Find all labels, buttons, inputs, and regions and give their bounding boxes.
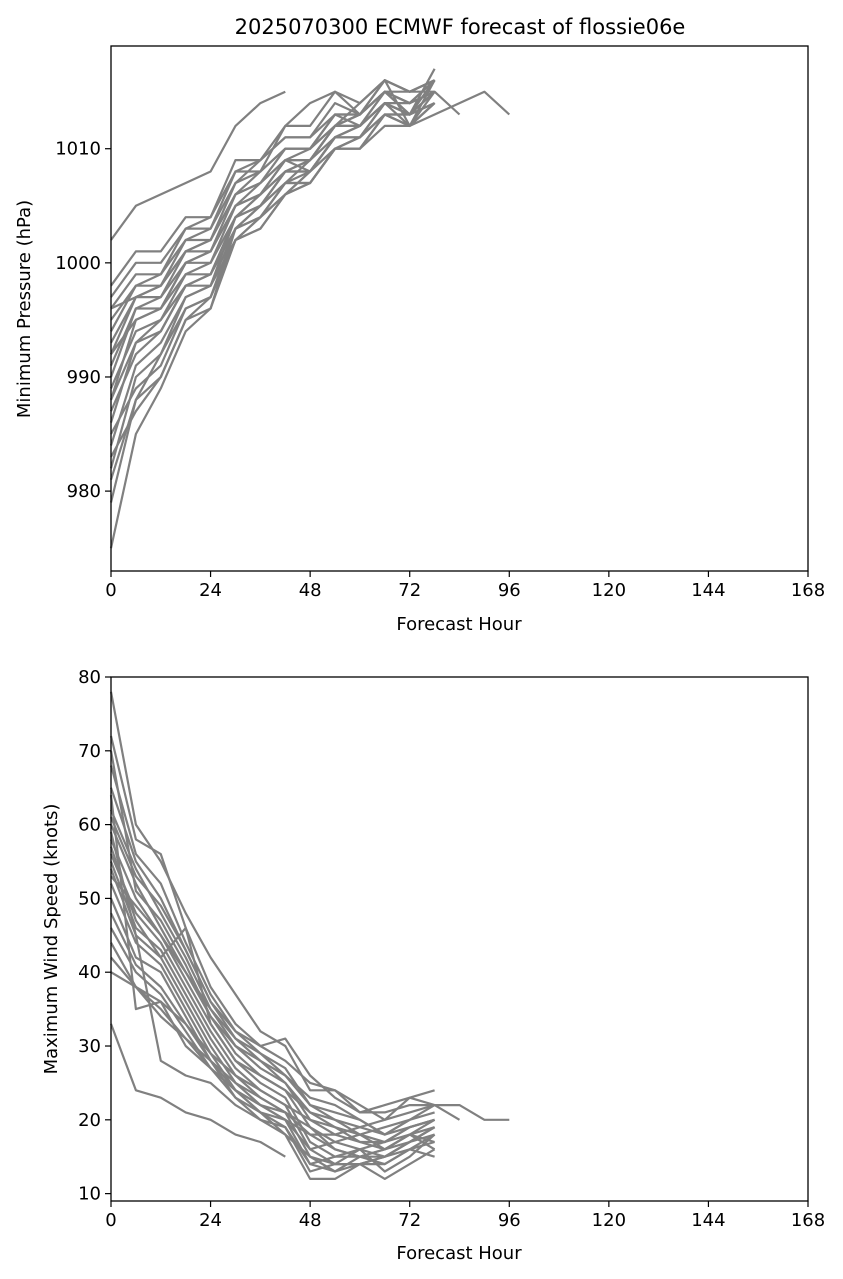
pressure-chart: 0 24 48 72 96 120 144 168 980 990 1000 1010 Foreca…	[14, 45, 825, 635]
pressure-x-tick-label-5: 120	[592, 580, 626, 601]
pressure-x-tick-label-6: 144	[691, 580, 725, 601]
wind-series-line-24	[109, 816, 411, 1136]
pressure-x-axis-label: Forecast Hour	[396, 614, 522, 635]
wind-series-line-14	[110, 912, 436, 1166]
pressure-x-tick-label-4: 96	[498, 580, 521, 601]
pressure-series-line-19	[110, 90, 436, 435]
pressure-x-tick-label-3: 72	[398, 580, 421, 601]
pressure-series-line-22	[110, 90, 436, 310]
wind-x-tick-label-5: 120	[592, 1210, 626, 1231]
wind-series-line-4	[109, 765, 435, 1121]
pressure-x-tick-label-7: 168	[791, 580, 825, 601]
pressure-plot-frame	[110, 45, 809, 572]
pressure-y-tick-label-3: 1010	[55, 139, 101, 160]
wind-series-line-17	[110, 956, 435, 1144]
wind-y-tick-label-5: 60	[78, 815, 101, 836]
wind-x-tick-label-1: 24	[199, 1210, 222, 1231]
wind-y-ticks: 10 20 30 40 50 60 70 80	[78, 667, 111, 1205]
pressure-series-line-24	[109, 102, 436, 401]
pressure-series-group	[109, 68, 511, 549]
pressure-y-ticks: 980 990 1000 1010	[55, 139, 111, 502]
wind-y-tick-label-1: 20	[78, 1110, 101, 1131]
pressure-series-line-23	[110, 90, 436, 355]
pressure-x-ticks: 0 24 48 72 96 120 144 168	[105, 571, 825, 601]
pressure-y-axis-label: Minimum Pressure (hPa)	[14, 200, 35, 418]
pressure-series-line-14	[110, 79, 436, 321]
wind-x-axis-label: Forecast Hour	[396, 1243, 522, 1264]
pressure-x-tick-label-0: 0	[105, 580, 116, 601]
wind-series-line-6	[109, 809, 435, 1144]
wind-x-tick-label-6: 144	[691, 1210, 725, 1231]
wind-chart: 0 24 48 72 96 120 144 168 10 20 30 40 50 60 70 80 Fore…	[41, 667, 825, 1264]
wind-x-tick-label-3: 72	[398, 1210, 421, 1231]
pressure-x-tick-label-1: 24	[199, 580, 222, 601]
wind-x-tick-label-2: 48	[299, 1210, 322, 1231]
wind-series-group	[109, 691, 510, 1181]
chart-title: 2025070300 ECMWF forecast of flossie06e	[235, 15, 686, 39]
wind-series-line-12	[109, 883, 436, 1173]
wind-series-line-21	[109, 846, 435, 1151]
pressure-y-tick-label-0: 980	[67, 481, 101, 502]
wind-series-line-18	[110, 971, 435, 1158]
wind-x-tick-label-7: 168	[791, 1210, 825, 1231]
pressure-y-tick-label-2: 1000	[55, 253, 101, 274]
wind-series-line-3	[109, 735, 461, 1121]
pressure-series-line-12	[109, 102, 436, 549]
wind-y-tick-label-4: 50	[78, 888, 101, 909]
pressure-x-tick-label-2: 48	[299, 580, 322, 601]
wind-series-line-2	[109, 691, 510, 1121]
wind-y-axis-label: Maximum Wind Speed (knots)	[41, 804, 62, 1075]
wind-y-tick-label-7: 80	[78, 667, 101, 688]
pressure-y-tick-label-1: 990	[67, 367, 101, 388]
wind-y-tick-label-0: 10	[78, 1184, 101, 1205]
pressure-series-line-3	[110, 90, 461, 310]
pressure-series-line-1	[110, 90, 286, 241]
wind-plot-frame	[110, 676, 809, 1202]
wind-x-ticks: 0 24 48 72 96 120 144 168	[105, 1201, 825, 1231]
wind-series-line-1	[109, 1023, 286, 1158]
wind-series-line-15	[110, 927, 435, 1151]
wind-series-line-20	[109, 831, 436, 1181]
wind-x-tick-label-4: 96	[498, 1210, 521, 1231]
wind-series-line-16	[110, 942, 435, 1136]
wind-y-tick-label-6: 70	[78, 741, 101, 762]
wind-x-tick-label-0: 0	[105, 1210, 116, 1231]
wind-y-tick-label-2: 30	[78, 1036, 101, 1057]
pressure-series-line-2	[110, 79, 511, 287]
wind-series-line-19	[109, 794, 435, 1166]
wind-series-line-23	[109, 750, 435, 1151]
wind-y-tick-label-3: 40	[78, 962, 101, 983]
